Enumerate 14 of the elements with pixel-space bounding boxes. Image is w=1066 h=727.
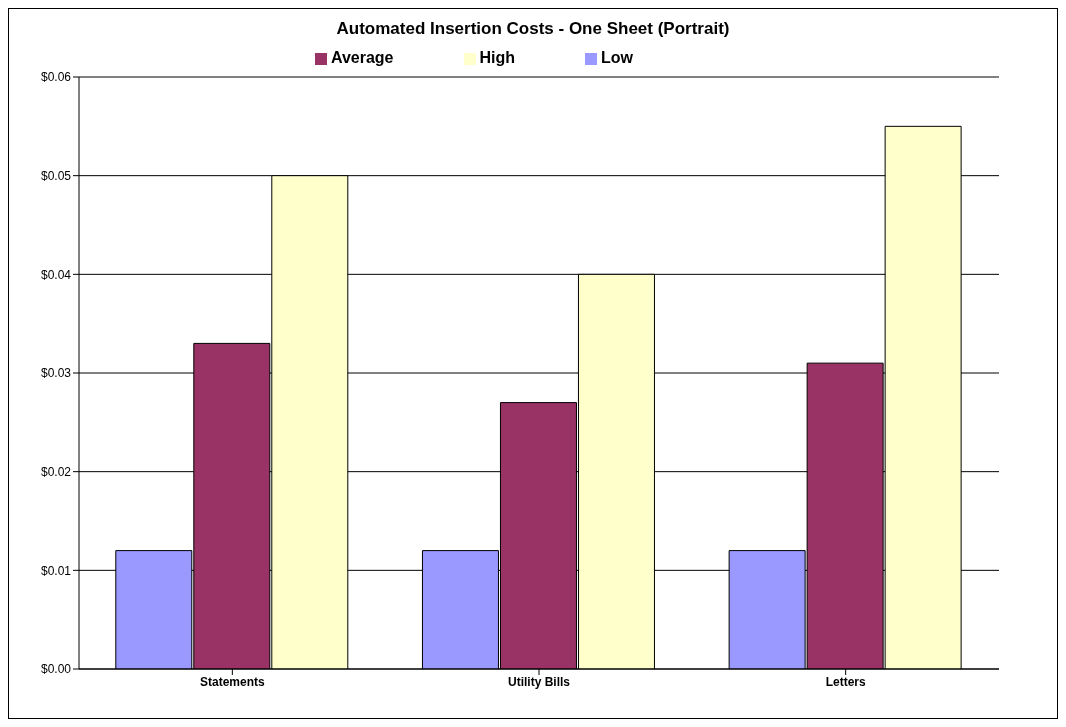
x-tick-label: Letters — [825, 674, 866, 689]
y-tick-label: $0.01 — [40, 563, 72, 578]
y-tick-label: $0.06 — [40, 70, 72, 85]
legend-label: Low — [601, 49, 634, 66]
x-tick-label: Statements — [199, 674, 265, 689]
y-tick-label: $0.05 — [40, 168, 72, 183]
y-tick-label: $0.03 — [40, 366, 72, 381]
legend-label: Average — [330, 49, 394, 66]
legend-label: High — [479, 49, 516, 66]
chart-title: Automated Insertion Costs - One Sheet (Portrait) — [335, 18, 731, 39]
x-tick-label: Utility Bills — [507, 674, 571, 689]
y-tick-label: $0.00 — [40, 662, 72, 677]
y-tick-label: $0.04 — [40, 267, 72, 282]
y-tick-label: $0.02 — [40, 464, 72, 479]
